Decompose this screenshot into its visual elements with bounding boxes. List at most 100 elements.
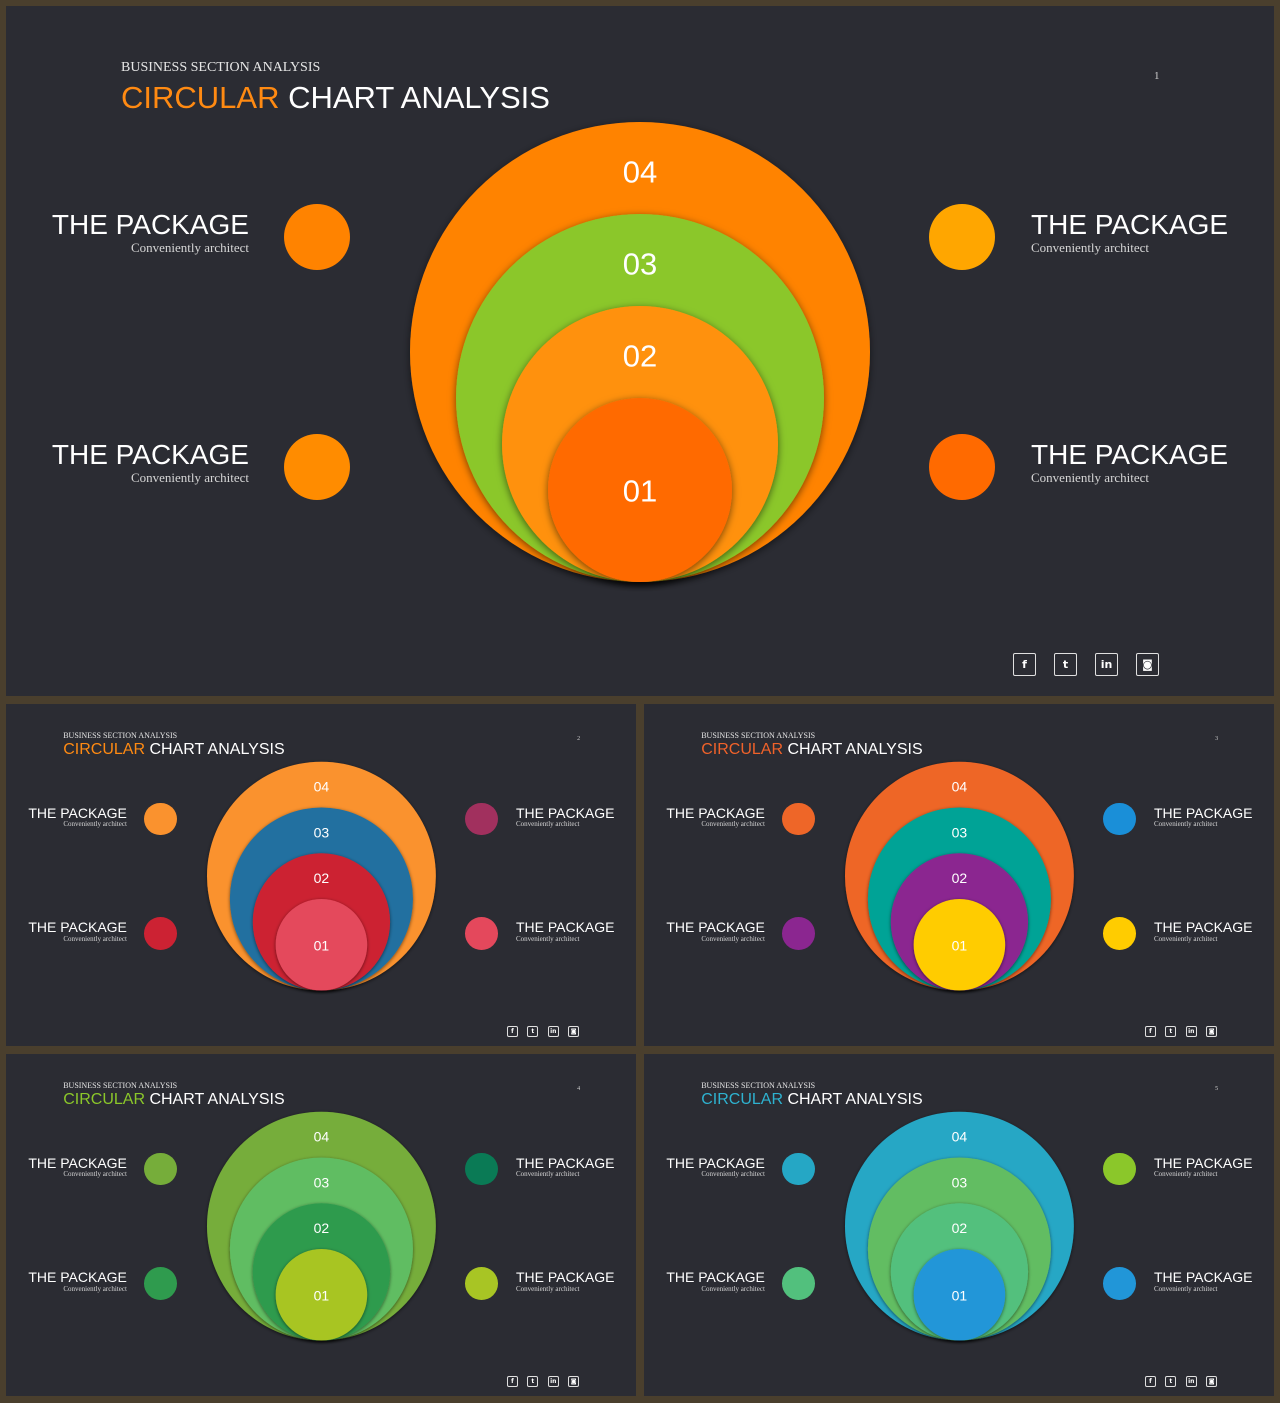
slide-subtitle: BUSINESS SECTION ANALYSIS	[121, 60, 321, 75]
item-description: Conveniently architect	[515, 934, 580, 943]
item-title: THE PACKAGE	[515, 919, 615, 936]
slide-2: BUSINESS SECTION ANALYSIS CIRCULAR CHART …	[6, 704, 636, 1046]
package-item: THE PACKAGE Conveniently architect	[52, 210, 249, 256]
title-accent: CIRCULAR	[701, 740, 783, 758]
ring-label-04: 04	[623, 155, 657, 190]
ring-01	[548, 398, 732, 582]
item-description: Conveniently architect	[1153, 934, 1218, 943]
slide-subtitle: BUSINESS SECTION ANALYSIS	[63, 1080, 178, 1090]
facebook-icon[interactable]: f	[506, 1025, 518, 1037]
title-rest: CHART ANALYSIS	[783, 740, 923, 758]
linkedin-icon[interactable]: in	[547, 1025, 559, 1037]
ring-label-04: 04	[314, 779, 330, 795]
slide-title: CIRCULAR CHART ANALYSIS	[63, 741, 284, 759]
instagram-icon[interactable]: ◙	[1206, 1375, 1218, 1387]
facebook-icon[interactable]: f	[1144, 1025, 1156, 1037]
twitter-icon[interactable]: t	[1054, 653, 1077, 676]
item-title: THE PACKAGE	[666, 919, 765, 936]
package-item: THE PACKAGE Conveniently architect	[52, 440, 249, 486]
item-title: THE PACKAGE	[1031, 209, 1229, 241]
ring-label-04: 04	[952, 1129, 968, 1145]
ring-01	[913, 899, 1006, 991]
package-item: THE PACKAGE Conveniently architect	[28, 920, 127, 944]
ring-label-03: 03	[314, 824, 330, 840]
twitter-icon[interactable]: t	[527, 1375, 539, 1387]
ring-label-02: 02	[314, 870, 330, 886]
item-title: THE PACKAGE	[515, 1269, 615, 1286]
instagram-icon[interactable]: ◙	[1206, 1025, 1218, 1037]
package-item: THE PACKAGE Conveniently architect	[666, 804, 765, 830]
package-item: THE PACKAGE Conveniently architect	[666, 920, 765, 944]
facebook-icon[interactable]: f	[506, 1375, 518, 1387]
item-description: Conveniently architect	[130, 469, 249, 485]
item-description: Conveniently architect	[1153, 1284, 1218, 1293]
ring-label-01: 01	[952, 1287, 968, 1303]
ring-label-03: 03	[952, 1174, 968, 1190]
item-title: THE PACKAGE	[1153, 919, 1253, 936]
twitter-icon[interactable]: t	[1165, 1375, 1177, 1387]
item-description: Conveniently architect	[63, 934, 127, 943]
item-description: Conveniently architect	[63, 820, 127, 829]
page-number: 2	[577, 735, 581, 742]
social-links: f t in ◙	[506, 1025, 580, 1037]
ring-label-01: 01	[314, 1287, 330, 1303]
package-item: THE PACKAGE Conveniently architect	[515, 1155, 615, 1180]
title-accent: CIRCULAR	[63, 1090, 145, 1108]
twitter-icon[interactable]: t	[527, 1025, 539, 1037]
instagram-icon[interactable]: ◙	[568, 1375, 580, 1387]
linkedin-icon[interactable]: in	[1185, 1025, 1197, 1037]
instagram-icon[interactable]: ◙	[1136, 653, 1159, 676]
linkedin-icon[interactable]: in	[1095, 653, 1118, 676]
linkedin-icon[interactable]: in	[1185, 1375, 1197, 1387]
item-dot	[284, 204, 350, 270]
package-item: THE PACKAGE Conveniently architect	[28, 1155, 127, 1180]
linkedin-icon[interactable]: in	[547, 1375, 559, 1387]
title-rest: CHART ANALYSIS	[279, 80, 550, 115]
package-item: THE PACKAGE Conveniently architect	[515, 805, 615, 830]
item-description: Conveniently architect	[515, 820, 580, 829]
item-dot	[144, 802, 178, 836]
package-item: THE PACKAGE Conveniently architect	[1031, 440, 1228, 486]
ring-label-01: 01	[952, 937, 968, 953]
item-dot	[144, 1266, 178, 1300]
item-title: THE PACKAGE	[1153, 804, 1253, 821]
ring-01	[275, 1249, 368, 1341]
package-item: THE PACKAGE Conveniently architect	[666, 1155, 765, 1180]
package-item: THE PACKAGE Conveniently architect	[28, 1270, 127, 1294]
item-title: THE PACKAGE	[666, 1269, 765, 1286]
ring-01	[275, 899, 368, 991]
facebook-icon[interactable]: f	[1144, 1375, 1156, 1387]
item-title: THE PACKAGE	[666, 804, 765, 821]
ring-label-01: 01	[623, 474, 657, 509]
package-item: THE PACKAGE Conveniently architect	[1154, 1155, 1253, 1180]
social-links: f t in ◙	[1144, 1025, 1218, 1037]
package-item: THE PACKAGE Conveniently architect	[1154, 920, 1253, 944]
slide-title: CIRCULAR CHART ANALYSIS	[63, 1091, 284, 1109]
ring-label-02: 02	[314, 1220, 330, 1236]
slide-title: CIRCULAR CHART ANALYSIS	[701, 1091, 922, 1109]
slide-subtitle: BUSINESS SECTION ANALYSIS	[701, 730, 816, 740]
slide-title: CIRCULAR CHART ANALYSIS	[121, 80, 550, 116]
item-title: THE PACKAGE	[51, 209, 249, 241]
facebook-icon[interactable]: f	[1013, 653, 1036, 676]
item-description: Conveniently architect	[515, 1170, 580, 1179]
item-dot	[782, 916, 816, 950]
instagram-icon[interactable]: ◙	[568, 1025, 580, 1037]
slide-subtitle: BUSINESS SECTION ANALYSIS	[63, 730, 178, 740]
page-number: 1	[1154, 70, 1160, 82]
social-links: f t in ◙	[1144, 1375, 1218, 1387]
item-title: THE PACKAGE	[28, 919, 127, 936]
item-dot	[465, 1152, 499, 1186]
concentric-circle-diagram: 04 03 02 01	[844, 761, 1074, 991]
page-number: 4	[577, 1085, 581, 1092]
page-number: 3	[1215, 735, 1219, 742]
item-description: Conveniently architect	[1153, 820, 1218, 829]
item-dot	[929, 204, 995, 270]
slide-1: BUSINESS SECTION ANALYSIS CIRCULAR CHART …	[6, 6, 1274, 696]
item-dot	[1103, 1266, 1137, 1300]
twitter-icon[interactable]: t	[1165, 1025, 1177, 1037]
slide-3: BUSINESS SECTION ANALYSIS CIRCULAR CHART …	[644, 704, 1274, 1046]
title-accent: CIRCULAR	[63, 740, 145, 758]
concentric-circle-diagram: 04 03 02 01	[206, 761, 436, 991]
package-item: THE PACKAGE Conveniently architect	[1154, 1270, 1253, 1294]
